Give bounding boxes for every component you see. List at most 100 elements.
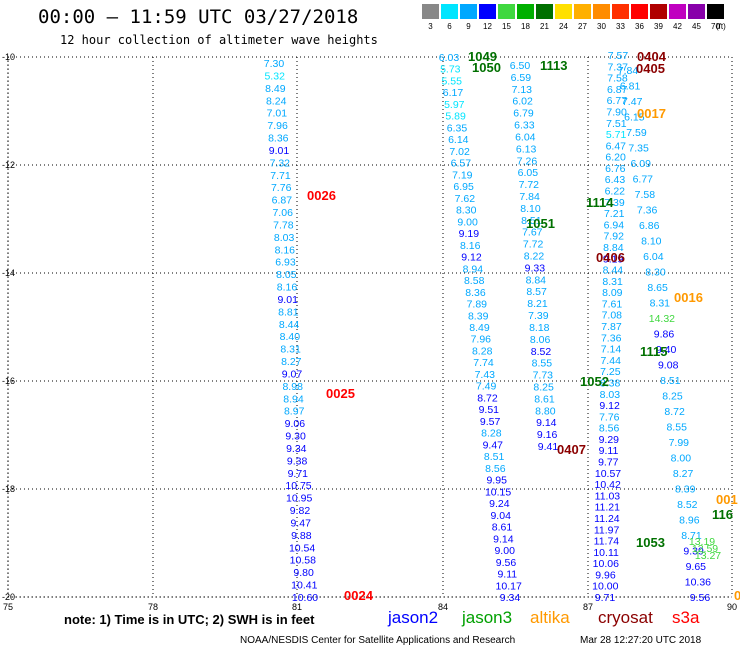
lon-tick-label: 87 [583,602,593,612]
wave-height-value: 8.56 [599,423,620,435]
wave-height-value: 7.19 [452,169,473,181]
wave-height-value: 8.55 [666,422,687,434]
lon-tick-label: 81 [292,602,302,612]
wave-height-value: 7.36 [637,205,658,217]
lon-tick-label: 75 [3,602,13,612]
wave-height-value: 8.22 [524,251,545,263]
wave-height-value: 8.27 [673,468,694,480]
wave-height-value: 8.25 [533,382,554,394]
wave-height-value: 6.03 [439,52,460,64]
wave-height-value: 9.01 [269,145,290,157]
wave-height-value: 9.12 [599,400,620,412]
pass-number-label: 0404 [637,49,667,64]
wave-height-value: 8.30 [645,267,666,279]
wave-height-value: 7.44 [600,355,621,367]
wave-height-value: 8.00 [671,453,692,465]
wave-height-value: 9.01 [277,294,298,306]
wave-height-value: 7.13 [512,84,533,96]
color-scale-swatch [441,4,458,19]
wave-height-value: 7.08 [602,310,623,322]
wave-height-value: 13.27 [695,550,721,562]
wave-height-value: 8.31 [280,344,301,356]
wave-height-value: 7.43 [475,369,496,381]
pass-number-label: 1113 [540,58,568,73]
wave-height-value: 7.84 [519,191,540,203]
wave-height-value: 6.59 [511,72,532,84]
wave-height-value: 8.16 [460,240,481,252]
wave-height-value: 7.76 [271,182,292,194]
wave-height-value: 8.36 [465,287,486,299]
lat-tick-label: -14 [2,268,15,278]
wave-height-value: 8.94 [463,263,484,275]
wave-height-value: 7.30 [264,58,285,70]
wave-height-value: 6.09 [630,158,651,170]
lon-tick-label: 84 [438,602,448,612]
wave-height-value: 8.30 [456,205,477,217]
color-scale-swatch [422,4,439,19]
legend-altika: altika [530,608,570,627]
wave-height-value: 8.84 [526,274,547,286]
lon-tick-label: 90 [727,602,737,612]
wave-height-value: 9.56 [496,557,517,569]
color-scale-swatch [460,4,477,19]
wave-height-value: 9.11 [497,569,517,581]
wave-height-value: 6.50 [510,60,531,72]
wave-height-value: 8.03 [600,389,621,401]
wave-height-value: 8.52 [531,346,552,358]
color-scale-label: 21 [540,22,549,31]
wave-height-value: 6.86 [639,220,660,232]
wave-height-value: 8.10 [520,203,541,215]
wave-height-value: 8.84 [603,242,624,254]
wave-height-value: 9.77 [598,457,619,469]
wave-height-value: 11.24 [594,513,620,525]
wave-height-value: 9.96 [595,569,616,581]
wave-height-value: 10.06 [593,558,619,570]
pass-number-label: 0017 [637,106,666,121]
wave-height-value: 10.17 [496,580,522,592]
wave-height-value: 8.61 [534,393,555,405]
lat-tick-label: -20 [2,592,15,602]
wave-height-value: 6.02 [512,96,533,108]
color-scale-label: 33 [616,22,625,31]
wave-height-value: 8.61 [492,522,513,534]
wave-height-value: 6.20 [605,152,626,164]
wave-height-value: 9.65 [686,561,707,573]
pass-number-label: 0016 [674,290,703,305]
wave-height-value: 8.18 [529,322,550,334]
wave-height-value: 6.14 [448,134,469,146]
wave-height-value: 9.71 [288,468,309,480]
wave-height-value: 8.80 [535,405,556,417]
wave-height-value: 6.35 [447,122,468,134]
wave-height-value: 6.77 [607,95,628,107]
wave-height-value: 9.16 [537,429,558,441]
pass-number-label: 1050 [472,60,501,75]
wave-height-value: 6.04 [643,251,664,263]
wave-height-value: 7.01 [267,108,288,120]
legend-jason3: jason3 [462,608,513,627]
wave-height-value: 9.30 [285,431,306,443]
wave-height-value: 8.39 [468,310,489,322]
wave-height-value: 8.06 [530,334,551,346]
wave-height-value: 9.12 [461,252,482,264]
wave-height-value: 9.82 [290,505,311,517]
wave-height-value: 9.34 [286,443,307,455]
wave-height-value: 6.93 [275,257,296,269]
wave-height-value: 7.96 [471,334,492,346]
color-scale-label: 9 [466,22,471,31]
color-scale-label: 30 [597,22,606,31]
wave-height-value: 8.28 [472,346,493,358]
wave-height-value: 6.04 [515,131,536,143]
wave-height-value: 8.16 [275,244,296,256]
wave-height-value: 8.71 [681,530,702,542]
footnote: note: 1) Time is in UTC; 2) SWH is in fe… [64,612,315,627]
wave-height-value: 7.36 [601,332,622,344]
color-scale-label: 24 [559,22,568,31]
pass-number-label: 0405 [636,61,665,76]
wave-height-value: 9.39 [683,546,704,558]
wave-height-value: 8.96 [679,515,700,527]
wave-height-value: 9.86 [654,329,675,341]
wave-height-value: 10.42 [595,479,621,491]
wave-height-value: 8.16 [277,282,298,294]
wave-height-value: 9.51 [479,404,500,416]
wave-height-value: 9.34 [500,592,521,604]
